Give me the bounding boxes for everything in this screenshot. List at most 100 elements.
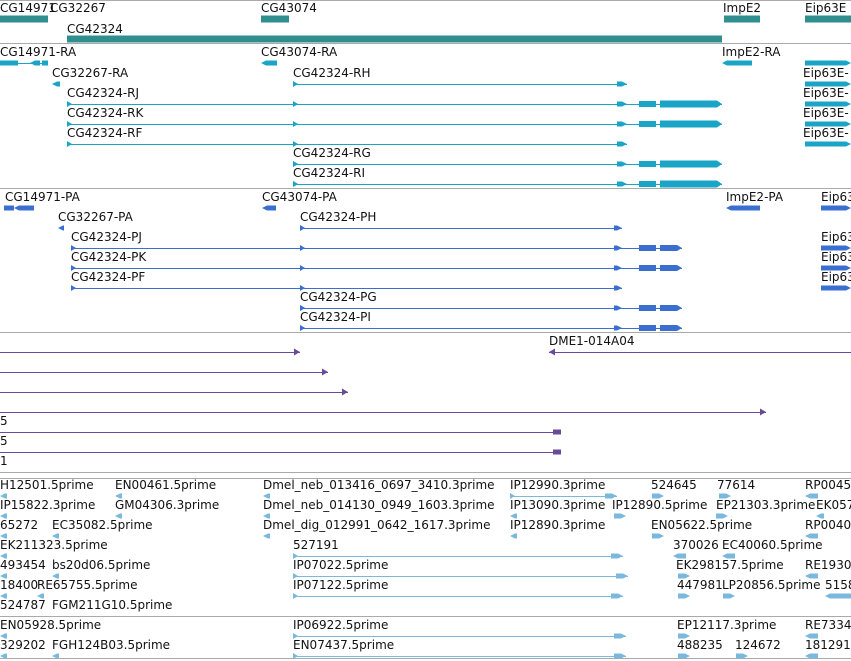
- gene-label[interactable]: CG32267: [50, 1, 106, 15]
- protein-label[interactable]: CG14971-PA: [5, 190, 80, 204]
- transcript-label[interactable]: Eip63E-: [803, 126, 849, 140]
- transcript-label[interactable]: CG42324-RJ: [67, 86, 140, 100]
- protein-label[interactable]: Eip63: [821, 250, 851, 264]
- est-label[interactable]: 370026: [673, 538, 719, 552]
- transcript-label[interactable]: ImpE2-RA: [722, 45, 781, 59]
- est-label[interactable]: 65272: [0, 518, 39, 532]
- protein-cds: [614, 245, 622, 251]
- est-alignment: [0, 653, 7, 659]
- protein-cds: [262, 205, 276, 211]
- est-label[interactable]: Dmel_neb_014130_0949_1603.3prime: [263, 498, 495, 512]
- est-label[interactable]: 181291: [805, 638, 851, 652]
- protein-label[interactable]: CG32267-PA: [58, 210, 133, 224]
- est-alignment: [611, 593, 623, 599]
- est-label[interactable]: IP06922.5prime: [293, 618, 389, 632]
- transcript-exon: [722, 60, 752, 66]
- transcript-label[interactable]: CG42324-RH: [293, 66, 371, 80]
- est-label[interactable]: EC35082.5prime: [52, 518, 153, 532]
- est-label[interactable]: EN05622.5prime: [651, 518, 753, 532]
- transcript-label[interactable]: Eip63E-: [803, 106, 849, 120]
- protein-cds: [639, 265, 656, 271]
- est-label[interactable]: EP21303.3prime: [716, 498, 816, 512]
- est-label[interactable]: 5158: [825, 578, 851, 592]
- est-label[interactable]: 488235: [677, 638, 723, 652]
- est-label[interactable]: EK298157.5prime: [676, 558, 784, 572]
- clone-label[interactable]: 1: [0, 454, 8, 468]
- transcript-label[interactable]: CG42324-RG: [293, 146, 371, 160]
- est-label[interactable]: Dmel_dig_012991_0642_1617.3prime: [263, 518, 491, 532]
- gene-label[interactable]: CG14971: [0, 1, 56, 15]
- est-alignment: [673, 553, 686, 559]
- transcript-label[interactable]: CG42324-RF: [67, 126, 143, 140]
- est-label[interactable]: LP20856.5prime: [722, 578, 821, 592]
- gene-label[interactable]: Eip63E: [805, 1, 847, 15]
- transcript-label[interactable]: Eip63E-: [803, 66, 849, 80]
- est-label[interactable]: RE1930: [805, 558, 851, 572]
- protein-label[interactable]: CG42324-PG: [300, 290, 377, 304]
- est-label[interactable]: RE7334: [805, 618, 851, 632]
- protein-label[interactable]: CG43074-PA: [262, 190, 337, 204]
- est-label[interactable]: 524645: [651, 478, 697, 492]
- gene-label[interactable]: ImpE2: [723, 1, 762, 15]
- est-label[interactable]: 124672: [735, 638, 781, 652]
- est-label[interactable]: IP12890.5prime: [612, 498, 708, 512]
- est-label[interactable]: Dmel_neb_013416_0697_3410.3prime: [263, 478, 495, 492]
- transcript-exon: [660, 100, 722, 108]
- transcript-label[interactable]: CG42324-RI: [293, 166, 366, 180]
- transcript-label[interactable]: CG14971-RA: [0, 45, 77, 59]
- est-label[interactable]: 77614: [717, 478, 756, 492]
- transcript-label[interactable]: CG42324-RK: [67, 106, 144, 120]
- est-label[interactable]: EN05928.5prime: [0, 618, 102, 632]
- est-label[interactable]: FGM211G10.5prime: [52, 598, 173, 612]
- transcript-exon: [0, 60, 18, 66]
- est-label[interactable]: EC40060.5prime: [722, 538, 823, 552]
- est-label[interactable]: IP12890.3prime: [510, 518, 606, 532]
- protein-cds: [639, 245, 656, 251]
- est-label[interactable]: 18400: [0, 578, 39, 592]
- est-label[interactable]: IP07122.5prime: [293, 578, 389, 592]
- transcript-exon: [293, 141, 298, 147]
- est-label[interactable]: RP0045: [805, 478, 851, 492]
- protein-label[interactable]: CG42324-PF: [71, 270, 146, 284]
- gene-label[interactable]: CG43074: [261, 1, 317, 15]
- est-label[interactable]: 447981: [677, 578, 723, 592]
- est-label[interactable]: EK211323.5prime: [0, 538, 108, 552]
- est-alignment: [723, 593, 735, 599]
- protein-label[interactable]: CG42324-PJ: [71, 230, 142, 244]
- clone-label[interactable]: 5: [0, 434, 8, 448]
- est-label[interactable]: RE65755.5prime: [37, 578, 138, 592]
- protein-label[interactable]: Eip63: [821, 270, 851, 284]
- est-label[interactable]: EN07437.5prime: [293, 638, 395, 652]
- protein-label[interactable]: ImpE2-PA: [726, 190, 784, 204]
- clone-label[interactable]: DME1-014A04: [549, 334, 635, 348]
- transcript-label[interactable]: CG43074-RA: [261, 45, 338, 59]
- est-label[interactable]: 493454: [0, 558, 46, 572]
- protein-label[interactable]: CG42324-PK: [71, 250, 147, 264]
- est-label[interactable]: EN00461.5prime: [115, 478, 217, 492]
- est-label[interactable]: IP12990.3prime: [510, 478, 606, 492]
- est-label[interactable]: 527191: [293, 538, 339, 552]
- gene-label[interactable]: CG42324: [67, 22, 123, 36]
- est-label[interactable]: IP07022.5prime: [293, 558, 389, 572]
- protein-label[interactable]: Eip63: [821, 230, 851, 244]
- est-label[interactable]: H12501.5prime: [0, 478, 94, 492]
- est-alignment: [678, 573, 690, 579]
- protein-label[interactable]: Eip63: [821, 190, 851, 204]
- est-label[interactable]: RP0040: [805, 518, 851, 532]
- est-label[interactable]: IP13090.3prime: [510, 498, 606, 512]
- est-label[interactable]: EK057: [816, 498, 851, 512]
- protein-label[interactable]: CG42324-PI: [300, 310, 371, 324]
- est-label[interactable]: GM04306.3prime: [115, 498, 220, 512]
- clone-label[interactable]: 5: [0, 414, 8, 428]
- est-label[interactable]: bs20d06.5prime: [52, 558, 151, 572]
- protein-cds: [614, 225, 622, 231]
- est-label[interactable]: IP15822.3prime: [0, 498, 96, 512]
- transcript-label[interactable]: CG32267-RA: [52, 66, 129, 80]
- est-label[interactable]: 524787: [0, 598, 46, 612]
- est-label[interactable]: 329202: [0, 638, 46, 652]
- transcript-label[interactable]: Eip63E-: [803, 86, 849, 100]
- est-label[interactable]: EP12117.3prime: [677, 618, 777, 632]
- est-label[interactable]: FGH124B03.5prime: [52, 638, 171, 652]
- protein-label[interactable]: CG42324-PH: [300, 210, 377, 224]
